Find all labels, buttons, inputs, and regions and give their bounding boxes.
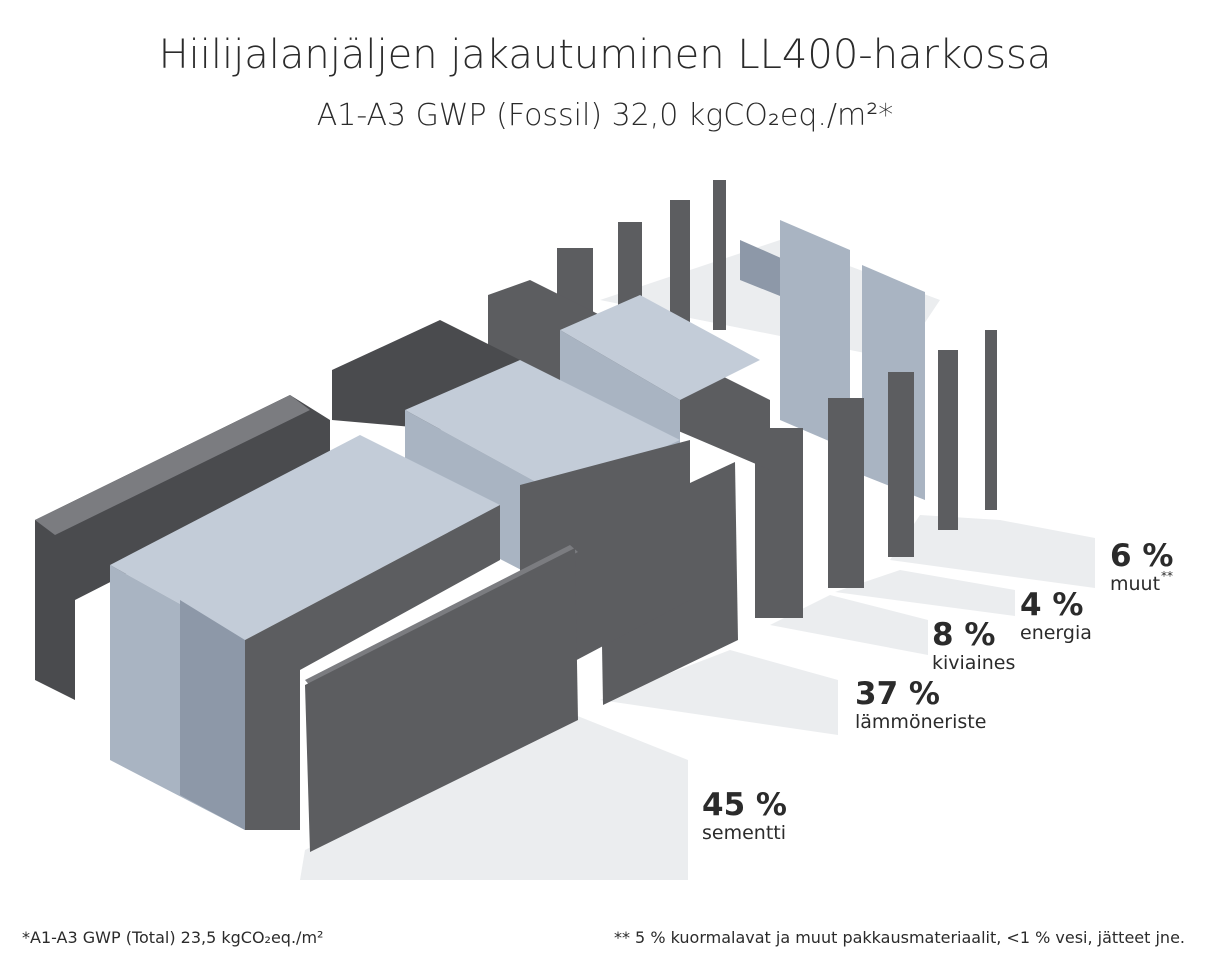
block-middle2 [332,320,690,690]
segment-name: kiviaines [932,652,1015,674]
slab [985,330,997,510]
shadow [890,515,1095,588]
insulation-top [560,295,760,400]
block-side [245,505,500,830]
segment-name: muut [1110,573,1160,595]
footnote: ** 5 % kuormalavat ja muut pakkausmateri… [614,928,1185,947]
shadow [600,650,838,735]
block-back [35,395,330,700]
block-front [35,395,578,852]
segment-name: sementti [702,822,786,844]
segment-percent: 45 % [702,787,787,823]
slab [888,372,914,557]
segment-percent: 6 % [1110,538,1173,574]
subtitle: A1-A3 GWP (Fossil) 32,0 kgCO₂eq./m²* [317,98,894,133]
shadow [300,715,688,880]
labels: 45 %sementti 37 %lämmöneriste 8 %kiviaines… [702,538,1173,844]
shadow [600,240,940,360]
footnote: *A1-A3 GWP (Total) 23,5 kgCO₂eq./m² [22,928,323,947]
slab [938,350,958,530]
segment-name: energia [1020,622,1092,644]
slab [713,180,726,330]
shadows [300,240,1095,880]
insulation [740,240,790,300]
slab [305,548,578,852]
slab [828,398,864,588]
segment-name: lämmöneriste [855,711,986,733]
shadow [835,570,1015,616]
title: Hiilijalanjäljen jakautuminen LL400-hark… [159,32,1052,78]
segment-percent: 4 % [1020,587,1083,623]
insulation-top [110,435,500,640]
shadow [770,595,928,655]
insulation-side [180,600,245,830]
segment-percent: 37 % [855,676,940,712]
segment-percent: 8 % [932,617,995,653]
block-top [35,395,310,535]
insulation [780,220,850,450]
segment-note: ** [1161,569,1173,583]
